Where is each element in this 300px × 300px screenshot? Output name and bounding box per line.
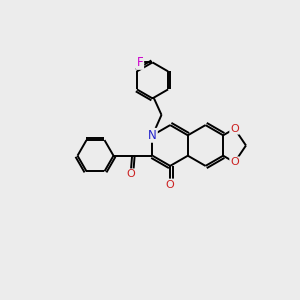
Text: F: F bbox=[136, 56, 143, 69]
Text: O: O bbox=[166, 179, 175, 190]
Text: O: O bbox=[126, 169, 135, 179]
Text: O: O bbox=[230, 157, 239, 167]
Text: O: O bbox=[230, 124, 239, 134]
Text: N: N bbox=[148, 129, 157, 142]
